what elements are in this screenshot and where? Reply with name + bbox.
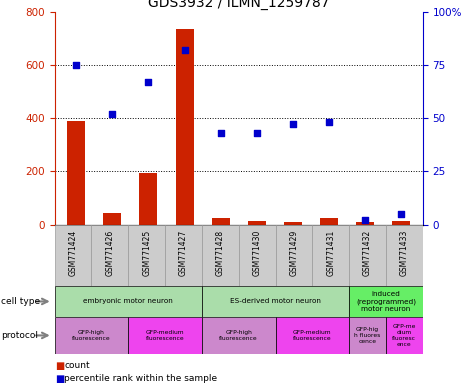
Bar [55,225,91,286]
Bar [349,286,423,317]
Point [217,130,225,136]
Bar [202,225,238,286]
Bar [55,286,202,317]
Text: GFP-high
fluorescence: GFP-high fluorescence [72,330,111,341]
Text: GSM771431: GSM771431 [326,230,335,276]
Bar [284,222,302,225]
Bar [202,286,349,317]
Text: percentile rank within the sample: percentile rank within the sample [64,374,217,383]
Bar [276,317,349,354]
Bar [238,225,276,286]
Bar [67,121,86,225]
Text: GSM771425: GSM771425 [142,230,151,276]
Text: GFP-medium
fluorescence: GFP-medium fluorescence [146,330,184,341]
Point [289,121,296,127]
Point [145,79,152,85]
Text: GSM771428: GSM771428 [216,230,225,276]
Bar [91,225,128,286]
Bar [104,213,122,225]
Text: ■: ■ [55,361,64,371]
Bar [313,225,349,286]
Bar [392,221,410,225]
Point [73,62,80,68]
Text: GFP-me
dium
fluoresc
ence: GFP-me dium fluoresc ence [392,324,417,347]
Text: GFP-high
fluorescence: GFP-high fluorescence [219,330,258,341]
Bar [176,29,194,225]
Text: cell type: cell type [1,297,40,306]
Bar [128,317,202,354]
Bar [320,218,338,225]
Text: count: count [64,361,90,371]
Text: GSM771432: GSM771432 [363,230,372,276]
Bar [276,225,313,286]
Bar [55,317,128,354]
Text: ■: ■ [55,374,64,384]
Text: GFP-medium
fluorescence: GFP-medium fluorescence [293,330,332,341]
Text: GSM771429: GSM771429 [289,230,298,276]
Bar [386,317,423,354]
Point [325,119,332,126]
Text: GSM771433: GSM771433 [400,230,409,276]
Point [181,47,189,53]
Bar [356,222,374,225]
Text: induced
(reprogrammed)
motor neuron: induced (reprogrammed) motor neuron [356,291,416,312]
Title: GDS3932 / ILMN_1259787: GDS3932 / ILMN_1259787 [148,0,330,10]
Point [109,111,116,117]
Bar [349,317,386,354]
Text: GSM771427: GSM771427 [179,230,188,276]
Text: embryonic motor neuron: embryonic motor neuron [84,298,173,305]
Text: GSM771430: GSM771430 [253,230,262,276]
Text: protocol: protocol [1,331,38,340]
Bar [386,225,423,286]
Text: ES-derived motor neuron: ES-derived motor neuron [230,298,321,305]
Bar [212,218,230,225]
Point [253,130,260,136]
Bar [202,317,276,354]
Bar [165,225,202,286]
Bar [128,225,165,286]
Text: GSM771426: GSM771426 [105,230,114,276]
Text: GFP-hig
h fluores
cence: GFP-hig h fluores cence [354,327,380,344]
Bar [247,221,266,225]
Point [397,211,405,217]
Bar [349,225,386,286]
Bar [140,173,158,225]
Text: GSM771424: GSM771424 [68,230,77,276]
Point [361,217,369,223]
